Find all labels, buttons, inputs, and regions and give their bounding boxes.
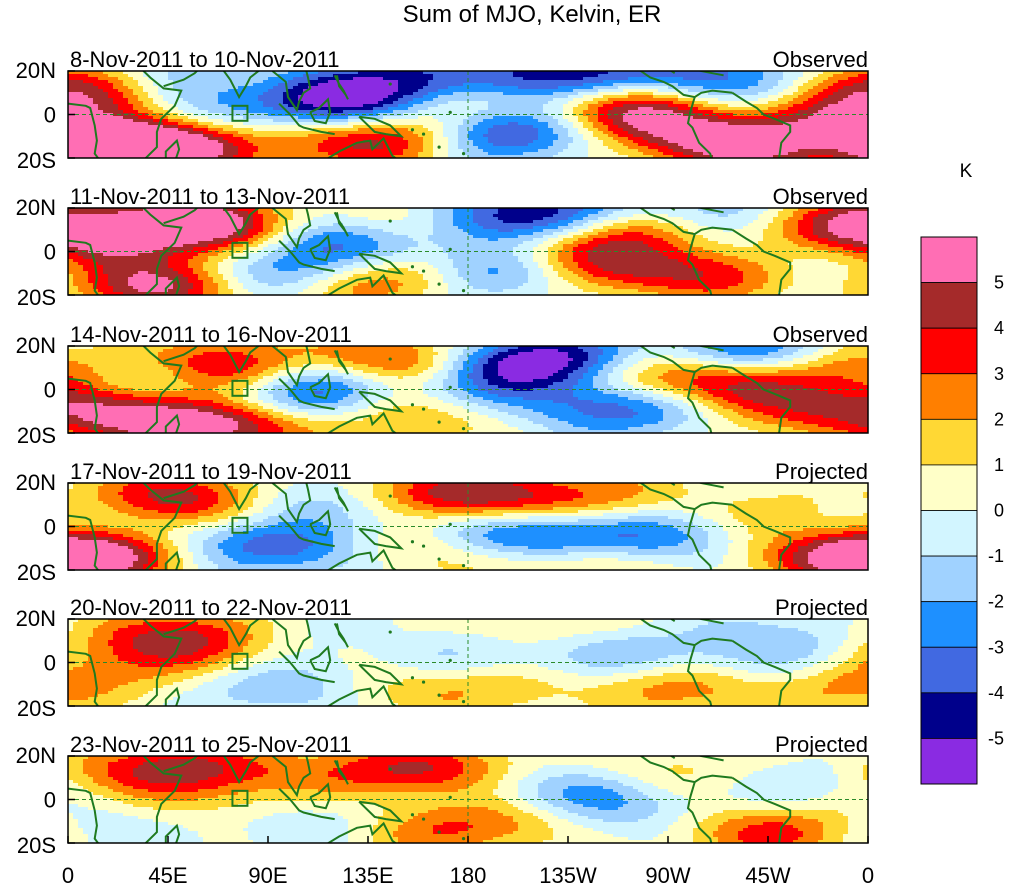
chart-title: Sum of MJO, Kelvin, ER <box>403 1 662 28</box>
island-dot <box>422 132 425 135</box>
panel-date-range: 8-Nov-2011 to 10-Nov-2011 <box>70 47 339 72</box>
island-dot <box>411 128 414 131</box>
panel-1: 8-Nov-2011 to 10-Nov-2011 Observed 20N 0 20S <box>16 47 869 173</box>
panel-type-label: Observed <box>773 47 868 72</box>
island-dot <box>389 82 392 85</box>
island-dot <box>449 111 452 114</box>
island-dot <box>462 152 465 155</box>
y-tick-label: 20N <box>16 58 56 83</box>
y-tick-label: 20S <box>17 148 56 173</box>
panels-group: 8-Nov-2011 to 10-Nov-2011 Observed 20N 0 20S… <box>16 47 869 858</box>
island-dot <box>438 146 441 149</box>
y-tick-label: 0 <box>44 103 56 128</box>
